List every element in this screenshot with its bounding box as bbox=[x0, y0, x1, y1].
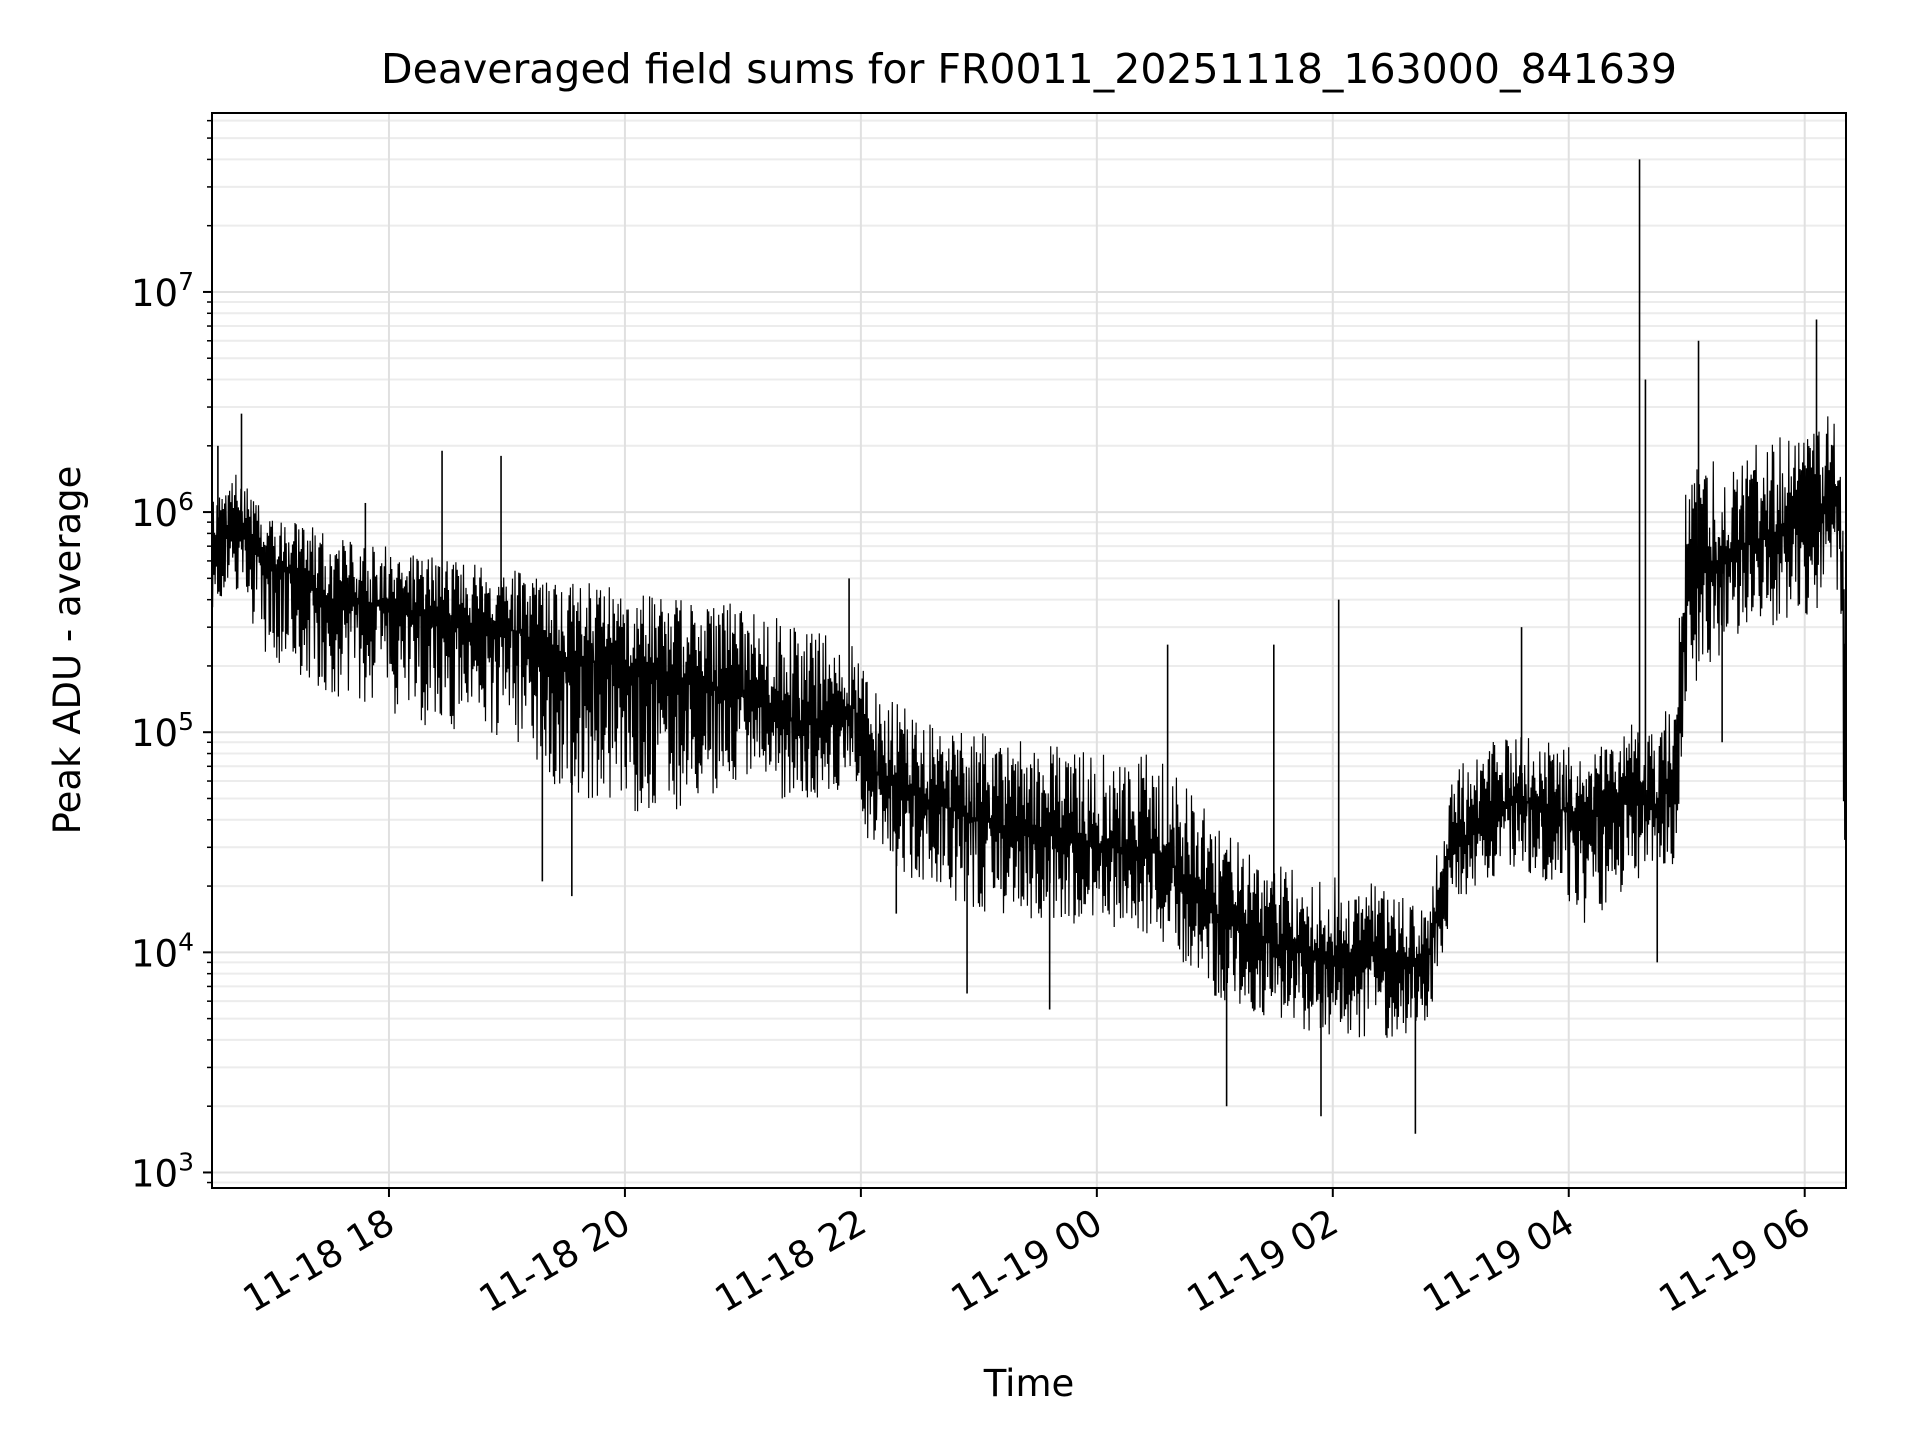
y-tick-label: 106 bbox=[131, 487, 194, 535]
y-tick-label: 103 bbox=[131, 1147, 194, 1195]
data-layer bbox=[211, 159, 1847, 1134]
series-line-peak-adu bbox=[211, 416, 1847, 1038]
chart-title: Deaveraged field sums for FR0011_2025111… bbox=[381, 45, 1677, 93]
plot-area-frame bbox=[211, 112, 1847, 1189]
y-axis-label: Peak ADU - average bbox=[46, 466, 89, 835]
y-tick-label: 104 bbox=[131, 927, 194, 975]
x-axis-label: Time bbox=[983, 1362, 1075, 1405]
y-tick-label: 105 bbox=[131, 707, 194, 755]
y-tick-label: 107 bbox=[131, 267, 194, 315]
